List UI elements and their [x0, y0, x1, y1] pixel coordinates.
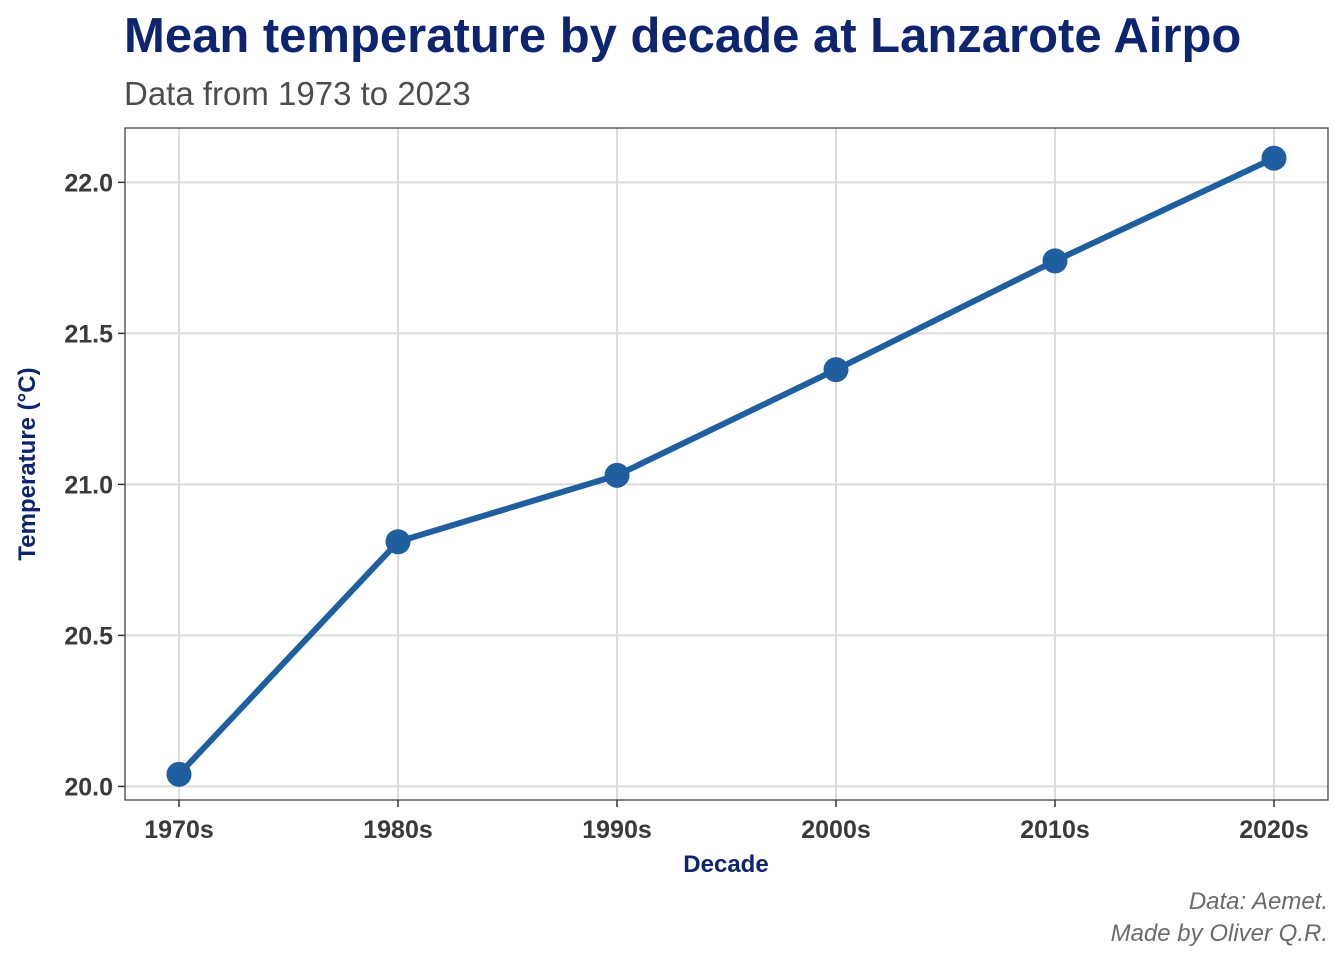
- data-point: [1261, 145, 1287, 171]
- y-tick-label: 21.0: [64, 471, 113, 499]
- data-point: [385, 529, 411, 555]
- grid-lines: [125, 128, 1328, 800]
- x-tick-label: 1970s: [144, 816, 214, 844]
- caption: Data: Aemet. Made by Oliver Q.R.: [1111, 886, 1328, 950]
- y-tick-label: 20.0: [64, 773, 113, 801]
- y-axis-ticks: 20.0 20.5 21.0 21.5 22.0: [64, 169, 125, 801]
- data-point: [823, 357, 849, 383]
- caption-source: Data: Aemet.: [1188, 888, 1328, 915]
- x-axis-ticks: 1970s 1980s 1990s 2000s 2010s 2020s: [144, 800, 1309, 844]
- x-tick-label: 2010s: [1020, 816, 1090, 844]
- plot-panel-border: [124, 127, 1329, 801]
- x-tick-label: 1980s: [363, 816, 433, 844]
- chart-title: Mean temperature by decade at Lanzarote …: [124, 9, 1242, 63]
- caption-author: Made by Oliver Q.R.: [1110, 920, 1328, 947]
- data-point: [604, 462, 630, 488]
- x-tick-label: 1990s: [582, 816, 652, 844]
- y-axis-title: Temperature (°C): [14, 367, 41, 560]
- data-layer: [166, 145, 1287, 787]
- x-tick-label: 2020s: [1239, 816, 1309, 844]
- x-axis-title: Decade: [683, 851, 768, 878]
- chart-subtitle: Data from 1973 to 2023: [124, 75, 471, 112]
- x-tick-label: 2000s: [801, 816, 871, 844]
- y-tick-label: 22.0: [64, 169, 113, 197]
- data-point: [166, 761, 192, 787]
- y-tick-label: 21.5: [64, 320, 113, 348]
- series-line: [176, 155, 1277, 778]
- y-tick-label: 20.5: [64, 622, 113, 650]
- data-point: [1042, 248, 1068, 274]
